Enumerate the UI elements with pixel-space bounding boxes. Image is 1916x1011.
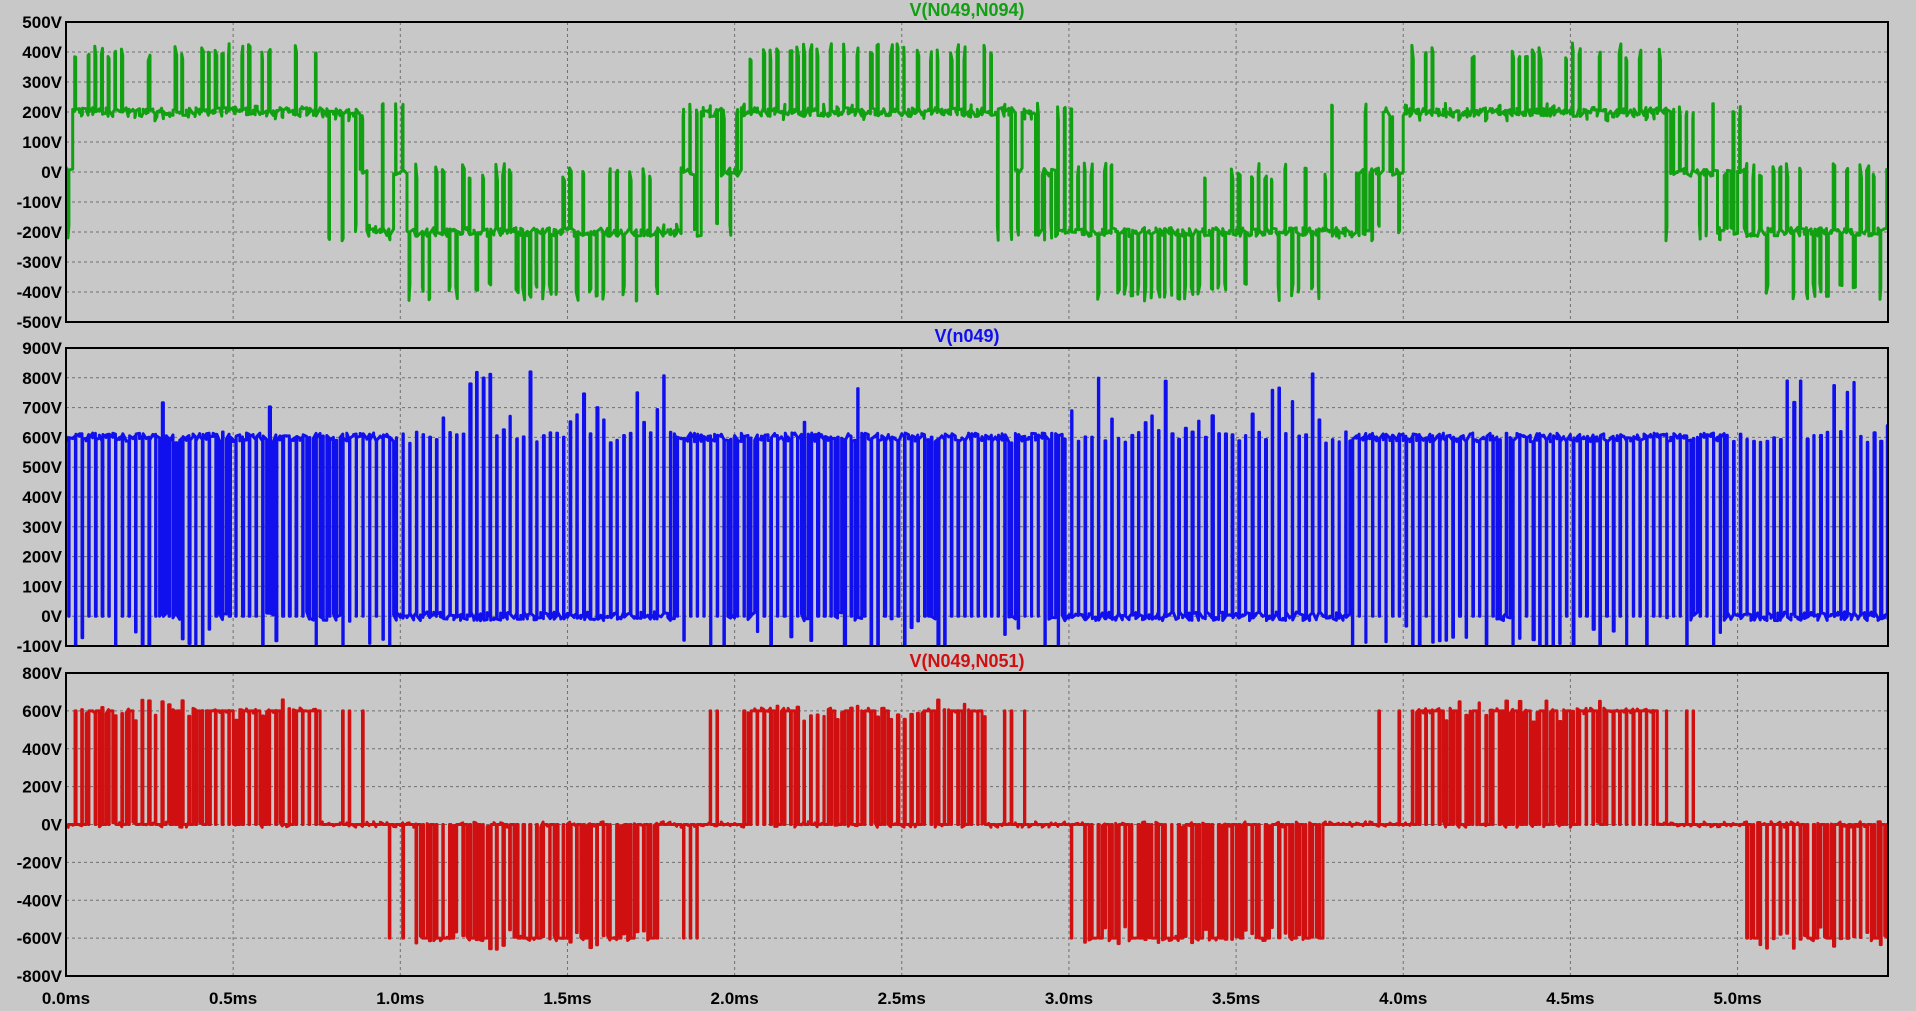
y-tick-label: 500V: [22, 13, 62, 32]
y-tick-label: -800V: [17, 967, 63, 986]
y-tick-label: -300V: [17, 253, 63, 272]
y-tick-label: 0V: [41, 163, 62, 182]
y-tick-label: 200V: [22, 548, 62, 567]
y-tick-label: 500V: [22, 458, 62, 477]
plot-frame: [65, 672, 1889, 977]
y-tick-label: 400V: [22, 488, 62, 507]
series-line-1: [66, 41, 1888, 303]
plot-frame: [65, 347, 1889, 647]
panel-title: V(n049): [934, 326, 999, 346]
y-tick-label: 100V: [22, 577, 62, 596]
y-tick-label: 800V: [22, 664, 62, 683]
x-tick-label: 2.0ms: [711, 989, 759, 1008]
y-tick-label: -500V: [17, 313, 63, 332]
y-tick-label: -200V: [17, 853, 63, 872]
y-tick-label: 0V: [41, 607, 62, 626]
x-tick-label: 0.0ms: [42, 989, 90, 1008]
y-tick-label: -100V: [17, 193, 63, 212]
plot-frame: [65, 21, 1889, 323]
y-tick-label: 600V: [22, 702, 62, 721]
panel-3: -800V -600V -400V -200V 0V 200V 400V 600V 800V V(…: [17, 651, 1889, 986]
y-tick-label: -400V: [17, 891, 63, 910]
panel-title: V(N049,N051): [909, 651, 1024, 671]
y-tick-label: 800V: [22, 369, 62, 388]
y-tick-label: 400V: [22, 43, 62, 62]
y-tick-label: 200V: [22, 778, 62, 797]
x-tick-label: 4.5ms: [1546, 989, 1594, 1008]
y-tick-label: 300V: [22, 73, 62, 92]
panel-2: -100V 0V 100V 200V 300V 400V 500V 600V 700V 800V 9…: [17, 326, 1889, 656]
y-tick-label: -400V: [17, 283, 63, 302]
x-tick-label: 0.5ms: [209, 989, 257, 1008]
x-tick-label: 4.0ms: [1379, 989, 1427, 1008]
x-tick-label: 3.5ms: [1212, 989, 1260, 1008]
x-tick-label: 1.5ms: [543, 989, 591, 1008]
x-tick-label: 3.0ms: [1045, 989, 1093, 1008]
y-tick-label: 400V: [22, 740, 62, 759]
y-tick-label: 600V: [22, 428, 62, 447]
y-tick-label: 200V: [22, 103, 62, 122]
series-line-3: [66, 698, 1888, 951]
y-tick-label: 100V: [22, 133, 62, 152]
y-tick-label: 700V: [22, 399, 62, 418]
x-tick-label: 2.5ms: [878, 989, 926, 1008]
series-line-2: [66, 370, 1888, 646]
panel-1: -500V -400V -300V -200V -100V 0V 100V 200V 300V 4…: [17, 0, 1889, 332]
x-tick-label: 5.0ms: [1713, 989, 1761, 1008]
y-tick-label: 900V: [22, 339, 62, 358]
y-tick-label: 300V: [22, 518, 62, 537]
y-tick-label: 0V: [41, 816, 62, 835]
x-tick-label: 1.0ms: [376, 989, 424, 1008]
y-tick-label: -100V: [17, 637, 63, 656]
panel-title: V(N049,N094): [909, 0, 1024, 20]
y-tick-label: -200V: [17, 223, 63, 242]
y-tick-label: -600V: [17, 929, 63, 948]
